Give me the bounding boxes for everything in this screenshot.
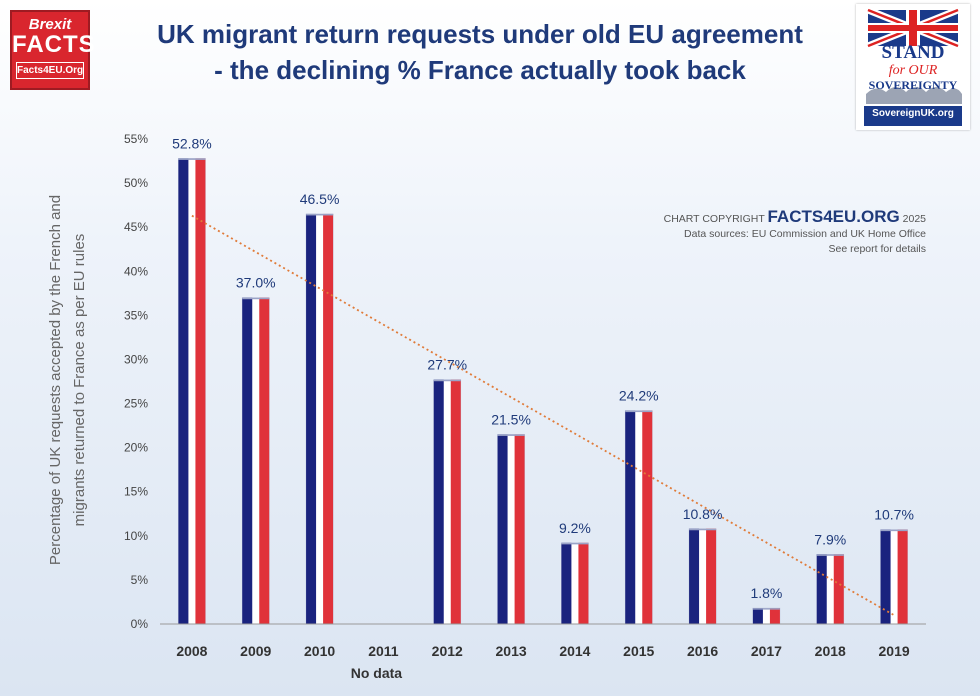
no-data-annotation: No data: [351, 665, 403, 681]
x-tick-label-2013: 2013: [496, 643, 527, 659]
bar-2012: [433, 379, 462, 625]
y-tick-label: 0%: [131, 617, 149, 631]
x-tick-label-2010: 2010: [304, 643, 335, 659]
y-tick-label: 10%: [124, 529, 148, 543]
data-label-2014: 9.2%: [559, 520, 591, 536]
data-label-2010: 46.5%: [300, 191, 340, 207]
x-tick-label-2012: 2012: [432, 643, 463, 659]
logo-right-line4: SovereignUK.org: [872, 108, 954, 119]
bar-2009: [241, 297, 270, 625]
copyright-sources: Data sources: EU Commission and UK Home …: [684, 228, 926, 240]
y-tick-label: 15%: [124, 485, 148, 499]
y-tick-label: 5%: [131, 573, 149, 587]
y-tick-label: 50%: [124, 176, 148, 190]
y-tick-label: 55%: [124, 132, 148, 146]
bars: [178, 158, 908, 625]
x-tick-label-2011: 2011: [368, 643, 399, 659]
x-tick-label-2016: 2016: [687, 643, 718, 659]
copyright-brand: FACTS4EU.ORG: [767, 207, 900, 226]
data-label-2009: 37.0%: [236, 275, 276, 291]
bar-2008: [178, 158, 206, 625]
bar-2013: [497, 434, 525, 625]
trend-line: [191, 214, 895, 616]
data-label-2016: 10.8%: [683, 506, 723, 522]
y-tick-label: 35%: [124, 308, 148, 322]
data-labels: 52.8% 37.0% 46.5% 27.7% 21.5% 9.2% 24.2% 10.8% 1…: [172, 135, 914, 601]
y-tick-label: 30%: [124, 352, 148, 366]
logo-right-line2: for OUR: [888, 63, 938, 78]
data-label-2012: 27.7%: [427, 357, 467, 373]
data-label-2019: 10.7%: [874, 507, 914, 523]
y-axis-ticks: 0% 5% 10% 15% 20% 25% 30% 35% 40% 45% 50% 55%: [124, 132, 148, 631]
bar-2016: [688, 528, 717, 625]
x-tick-label-2009: 2009: [240, 643, 271, 659]
y-tick-label: 20%: [124, 441, 148, 455]
x-tick-label-2014: 2014: [559, 643, 590, 659]
brexit-facts-logo: Brexit FACTS Facts4EU.Org: [10, 10, 96, 90]
data-label-2017: 1.8%: [750, 585, 782, 601]
x-tick-label-2019: 2019: [879, 643, 910, 659]
y-axis-label-line1: Percentage of UK requests accepted by th…: [47, 195, 64, 565]
bar-2010: [305, 213, 334, 625]
chart-title-line2: - the declining % France actually took b…: [214, 55, 746, 85]
x-tick-label-2018: 2018: [815, 643, 846, 659]
data-label-2008: 52.8%: [172, 135, 212, 151]
chart-title: UK migrant return requests under old EU …: [110, 16, 850, 88]
data-label-2015: 24.2%: [619, 388, 659, 404]
bar-2018: [816, 554, 845, 625]
logo-left-line2: FACTS: [12, 31, 96, 58]
bar-2017: [752, 607, 781, 625]
logo-left-line3: Facts4EU.Org: [16, 62, 84, 79]
y-axis-label: Percentage of UK requests accepted by th…: [47, 195, 88, 565]
y-axis-label-line2: migrants returned to France as per EU ru…: [71, 234, 88, 527]
data-label-2013: 21.5%: [491, 411, 531, 427]
copyright-details: See report for details: [828, 243, 926, 255]
x-tick-label-2017: 2017: [751, 643, 782, 659]
bar-2014: [561, 542, 589, 625]
bar-2019: [880, 529, 908, 625]
sovereignty-logo: STAND for OUR SOVEREIGNTY SovereignUK.or…: [856, 4, 970, 130]
y-tick-label: 45%: [124, 220, 148, 234]
union-flag-icon: [864, 6, 962, 126]
bar-2015: [624, 410, 653, 625]
logo-left-line1: Brexit: [28, 16, 72, 33]
logo-right-line1: STAND: [881, 42, 945, 63]
x-axis-ticks: 2008 2009 2010 2011 2012 2013 2014 2015 2016 2017…: [176, 643, 910, 659]
data-label-2018: 7.9%: [814, 531, 846, 547]
copyright-year: 2025: [902, 213, 926, 225]
y-tick-label: 40%: [124, 264, 148, 278]
logo-right-line3: SOVEREIGNTY: [868, 78, 958, 92]
copyright-notice: CHART COPYRIGHT FACTS4EU.ORG 2025 Data s…: [663, 207, 926, 257]
y-tick-label: 25%: [124, 397, 148, 411]
x-tick-label-2015: 2015: [623, 643, 654, 659]
copyright-prefix: CHART COPYRIGHT: [663, 213, 765, 225]
chart-title-line1: UK migrant return requests under old EU …: [157, 19, 803, 49]
x-tick-label-2008: 2008: [176, 643, 207, 659]
